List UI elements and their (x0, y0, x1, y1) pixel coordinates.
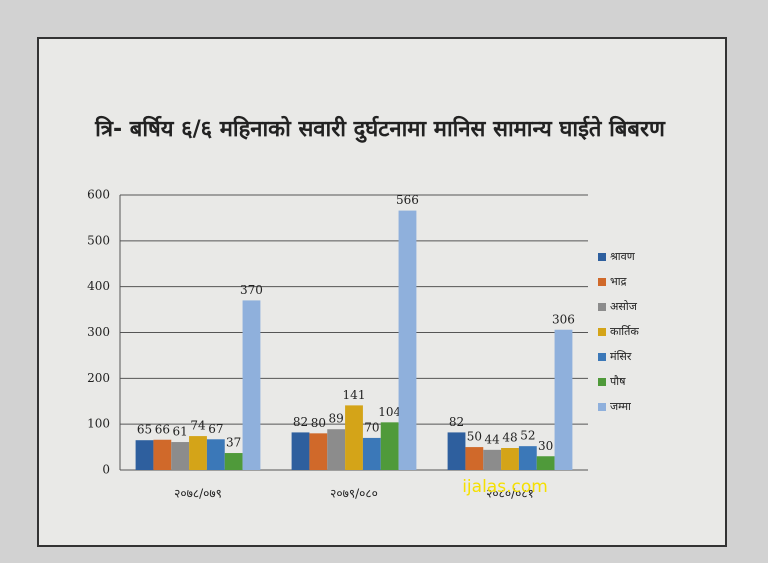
legend-label: श्रावण (610, 250, 636, 263)
data-label: 61 (173, 425, 188, 439)
legend-label: मंसिर (610, 350, 632, 363)
data-label: 67 (208, 422, 223, 436)
y-tick-label: 100 (87, 417, 110, 431)
y-tick-label: 300 (87, 325, 110, 339)
bar (309, 433, 328, 470)
bar (189, 436, 207, 470)
y-tick-label: 200 (87, 371, 110, 385)
bar (291, 432, 310, 470)
data-label: 370 (240, 283, 263, 297)
bar (518, 446, 537, 470)
x-tick-label: २०८०/०८१ (486, 487, 534, 501)
bar (242, 300, 261, 470)
bar (362, 437, 381, 470)
bar (380, 422, 399, 470)
data-label: 82 (293, 415, 308, 429)
legend-swatch (598, 328, 606, 336)
legend-label: पौष (610, 375, 626, 388)
bar (447, 432, 466, 470)
data-label: 141 (343, 388, 366, 402)
bar (327, 429, 346, 470)
data-label: 52 (520, 429, 535, 443)
bar (135, 440, 154, 470)
bar (398, 210, 417, 471)
legend-swatch (598, 378, 606, 386)
data-label: 566 (396, 193, 419, 207)
data-label: 65 (137, 423, 152, 437)
y-tick-label: 500 (87, 233, 110, 247)
watermark: ijalas.com (462, 477, 548, 497)
data-label: 306 (552, 312, 575, 326)
y-tick-label: 0 (102, 463, 110, 477)
data-label: 50 (467, 430, 482, 444)
data-label: 104 (378, 405, 401, 419)
bar (345, 405, 363, 470)
x-tick-label: २०७८/०७९ (174, 487, 222, 501)
bar (153, 439, 172, 470)
bar (465, 447, 484, 470)
bar (171, 442, 190, 470)
y-tick-label: 400 (87, 279, 110, 293)
x-tick-label: २०७९/०८० (330, 487, 378, 501)
legend-swatch (598, 303, 606, 311)
data-label: 44 (485, 432, 501, 446)
bar (554, 329, 573, 470)
data-label: 66 (155, 422, 170, 436)
legend-swatch (598, 353, 606, 361)
data-label: 74 (190, 419, 206, 433)
data-label: 30 (538, 439, 553, 453)
data-label: 82 (449, 415, 464, 429)
legend-label: जम्मा (610, 400, 631, 413)
bar (536, 456, 555, 470)
chart-title: त्रि- बर्षिय ६/६ महिनाको सवारी दुर्घटनाम… (94, 115, 666, 143)
bar (224, 453, 243, 470)
legend-swatch (598, 403, 606, 411)
legend-label: कार्तिक (610, 325, 639, 338)
legend-label: भाद्र (610, 275, 627, 288)
bar (501, 448, 519, 470)
data-label: 89 (329, 412, 344, 426)
bar (483, 449, 502, 470)
bar (206, 439, 225, 470)
legend-label: असोज (610, 300, 638, 313)
legend-swatch (598, 278, 606, 286)
data-label: 37 (226, 436, 241, 450)
y-tick-label: 600 (87, 188, 110, 202)
legend-swatch (598, 253, 606, 261)
data-label: 80 (311, 416, 326, 430)
data-label: 48 (502, 431, 517, 445)
data-label: 70 (364, 420, 379, 434)
